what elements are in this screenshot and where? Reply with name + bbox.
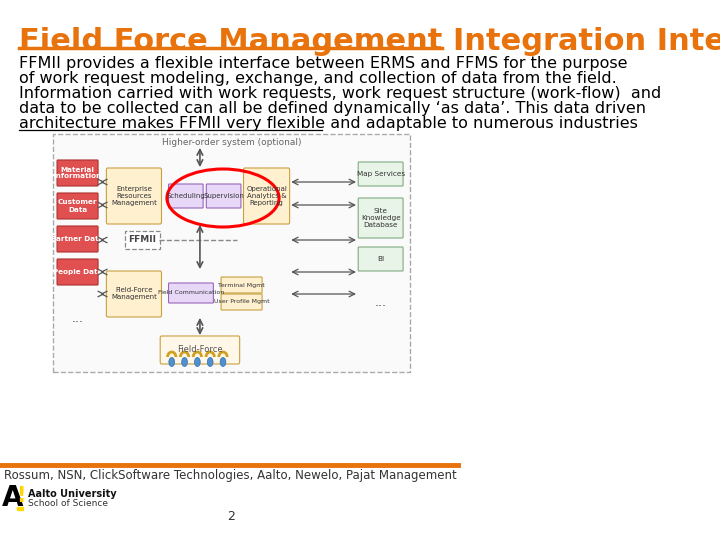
Text: Map Services: Map Services — [356, 171, 405, 177]
FancyBboxPatch shape — [107, 168, 161, 224]
Text: Operational
Analytics &
Reporting: Operational Analytics & Reporting — [246, 186, 287, 206]
FancyBboxPatch shape — [57, 193, 98, 219]
Text: Site
Knowledge
Database: Site Knowledge Database — [361, 208, 400, 228]
FancyBboxPatch shape — [107, 271, 161, 317]
Text: ...: ... — [374, 296, 387, 309]
Text: FFMII: FFMII — [128, 235, 156, 245]
FancyBboxPatch shape — [160, 336, 240, 364]
Text: Field Communication: Field Communication — [158, 291, 224, 295]
FancyBboxPatch shape — [221, 277, 262, 293]
FancyBboxPatch shape — [57, 160, 98, 186]
Text: !: ! — [16, 486, 25, 506]
Text: Partner Data: Partner Data — [51, 236, 104, 242]
Bar — [17, 507, 23, 510]
FancyBboxPatch shape — [243, 168, 289, 224]
Text: of work request modeling, exchange, and collection of data from the field.: of work request modeling, exchange, and … — [19, 71, 617, 86]
Text: ...: ... — [71, 312, 84, 325]
Circle shape — [207, 357, 213, 367]
Text: Higher-order system (optional): Higher-order system (optional) — [161, 138, 301, 147]
Text: Enterprise
Resources
Management: Enterprise Resources Management — [111, 186, 157, 206]
FancyBboxPatch shape — [168, 184, 203, 208]
Text: Rossum, NSN, ClickSoftware Technologies, Aalto, Newelo, Pajat Management: Rossum, NSN, ClickSoftware Technologies,… — [4, 469, 457, 482]
Text: FFMII provides a flexible interface between ERMS and FFMS for the purpose: FFMII provides a flexible interface betw… — [19, 56, 628, 71]
Text: User Profile Mgmt: User Profile Mgmt — [214, 300, 269, 305]
Text: Scheduling: Scheduling — [166, 193, 205, 199]
Text: 2: 2 — [227, 510, 235, 523]
FancyBboxPatch shape — [207, 184, 241, 208]
Text: People Data: People Data — [53, 269, 102, 275]
FancyBboxPatch shape — [359, 198, 403, 238]
Text: BI: BI — [377, 256, 384, 262]
FancyBboxPatch shape — [53, 134, 410, 372]
FancyBboxPatch shape — [125, 231, 160, 249]
Circle shape — [181, 357, 187, 367]
Text: architecture makes FFMII very flexible and adaptable to numerous industries: architecture makes FFMII very flexible a… — [19, 116, 638, 131]
Circle shape — [220, 357, 226, 367]
Text: A: A — [2, 484, 24, 512]
FancyBboxPatch shape — [221, 294, 262, 310]
Circle shape — [194, 357, 200, 367]
Text: Field-Force
Management: Field-Force Management — [111, 287, 157, 300]
Text: data to be collected can all be defined dynamically ‘as data’. This data driven: data to be collected can all be defined … — [19, 101, 647, 116]
Text: Terminal Mgmt: Terminal Mgmt — [218, 282, 265, 287]
FancyBboxPatch shape — [359, 162, 403, 186]
Text: School of Science: School of Science — [28, 498, 108, 508]
Text: Material
Information: Material Information — [53, 166, 102, 179]
Text: Field Force Management Integration Interface: Field Force Management Integration Inter… — [19, 27, 720, 56]
FancyBboxPatch shape — [57, 259, 98, 285]
Text: Aalto University: Aalto University — [28, 489, 117, 499]
Text: Supervision: Supervision — [203, 193, 244, 199]
FancyBboxPatch shape — [57, 226, 98, 252]
Text: Information carried with work requests, work request structure (work-flow)  and: Information carried with work requests, … — [19, 86, 662, 101]
Text: Field-Force: Field-Force — [177, 346, 222, 354]
Text: Customer
Data: Customer Data — [58, 199, 97, 213]
FancyBboxPatch shape — [359, 247, 403, 271]
Circle shape — [169, 357, 175, 367]
FancyBboxPatch shape — [168, 283, 213, 303]
